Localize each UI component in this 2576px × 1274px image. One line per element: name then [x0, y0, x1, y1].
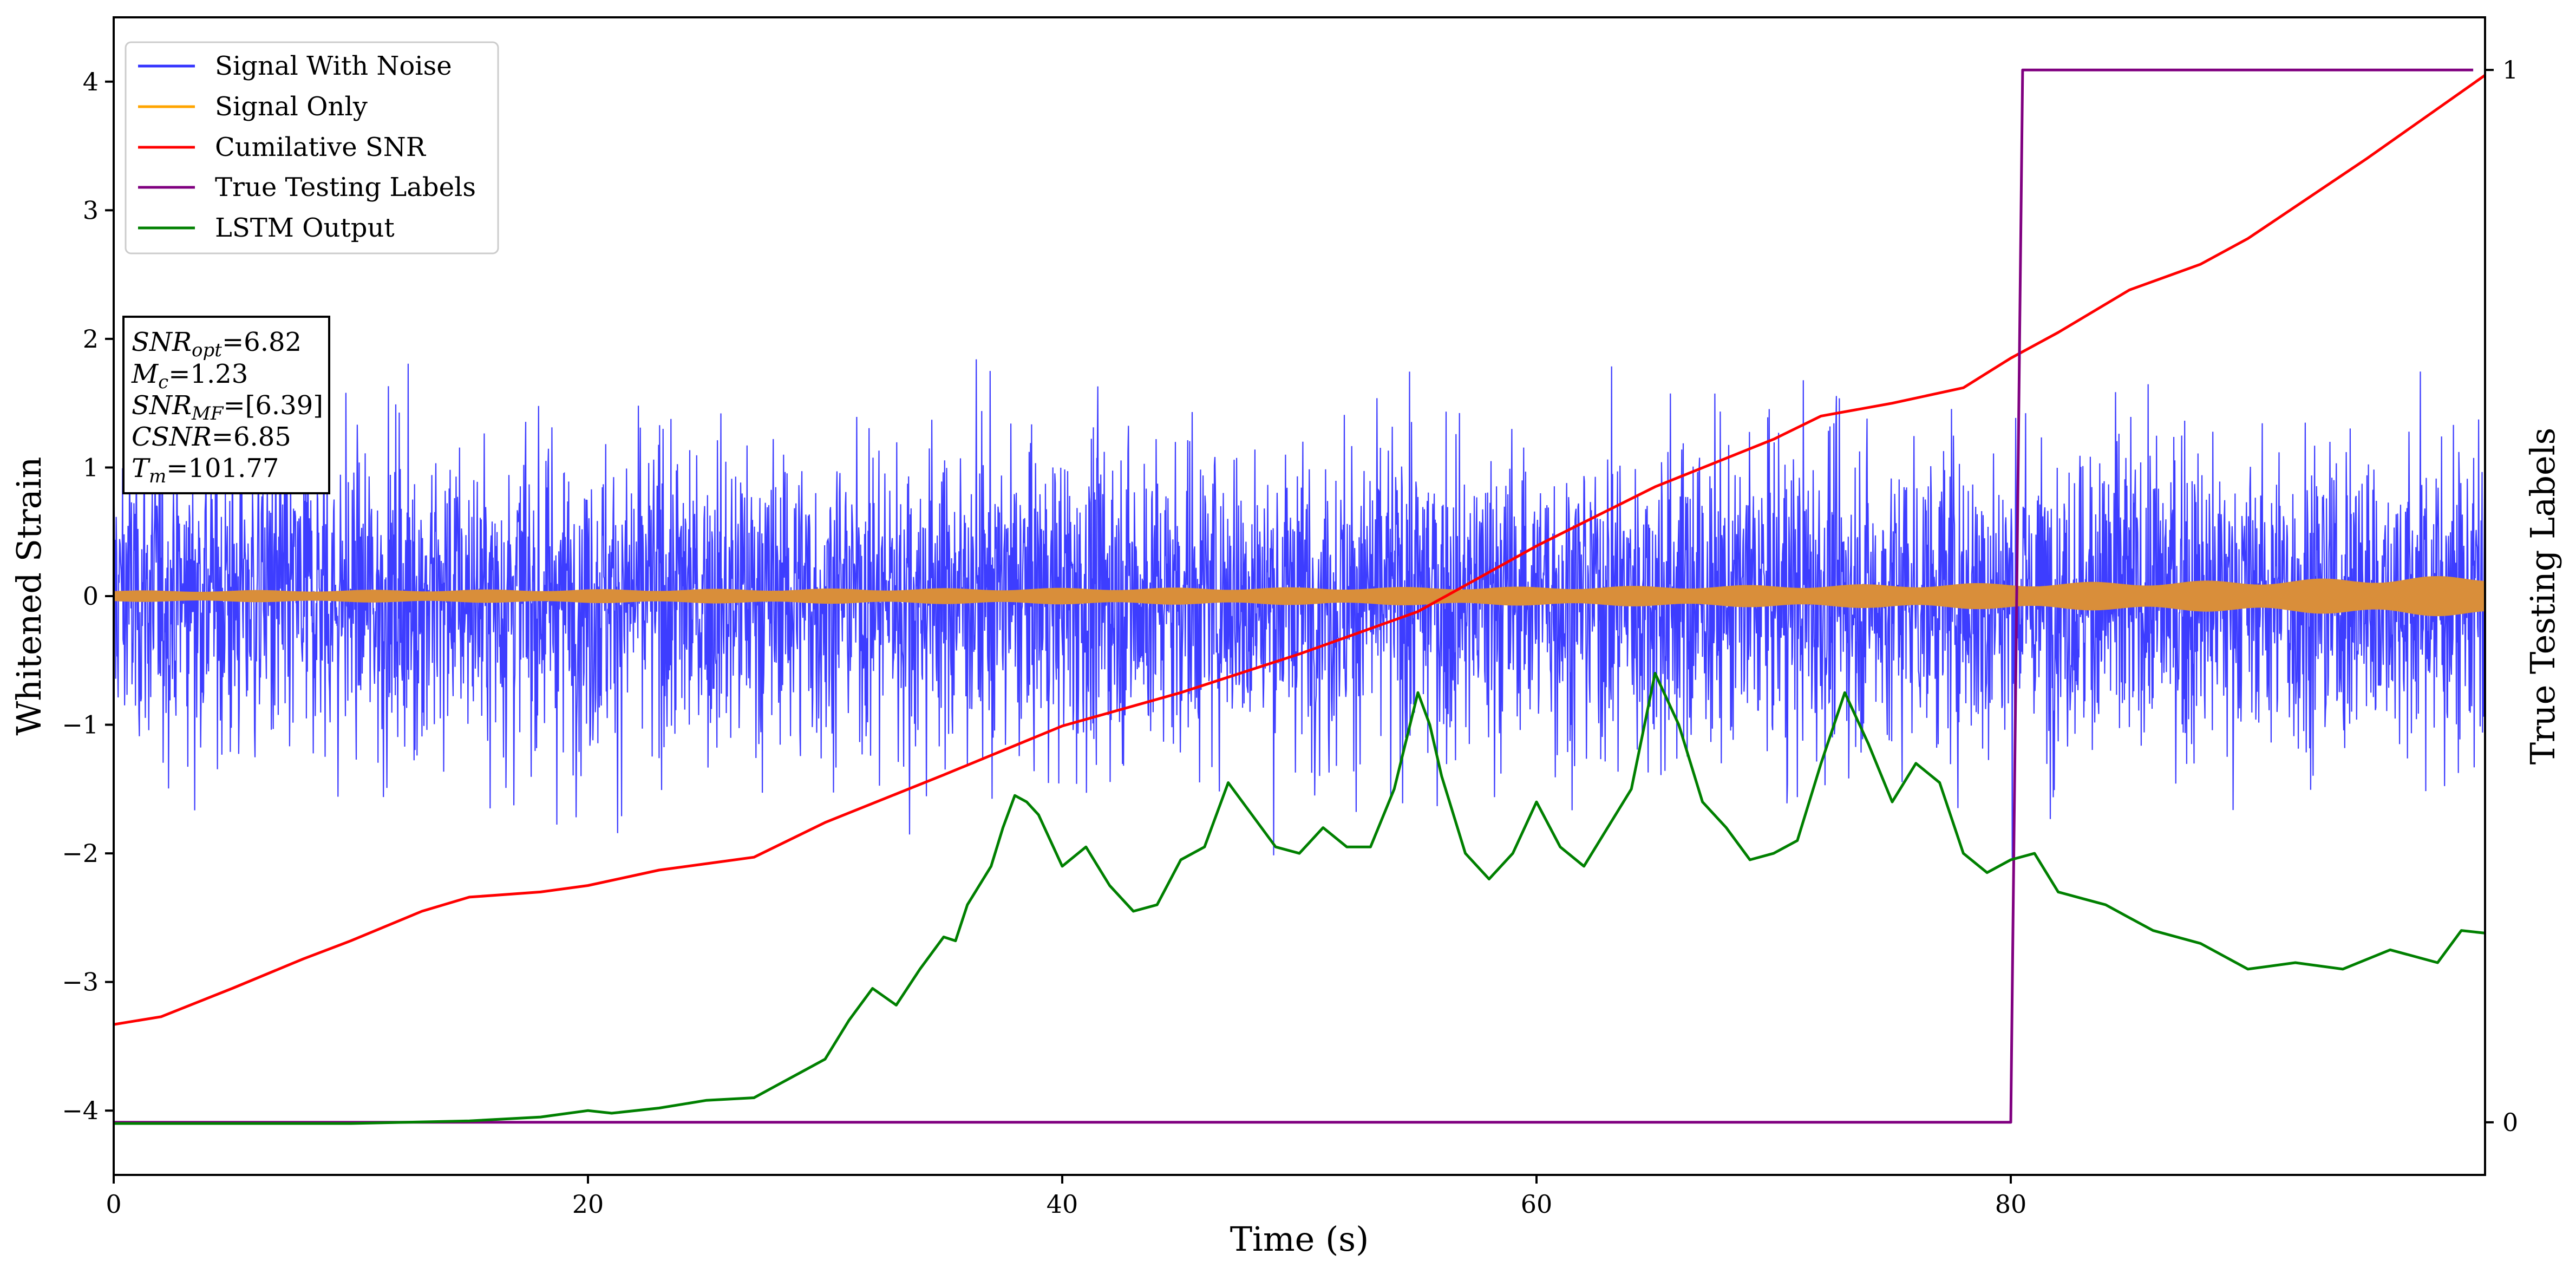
- y-tick-label-left: 2: [83, 324, 99, 354]
- series-true-testing-labels-line: [114, 68, 2474, 1124]
- legend-label: LSTM Output: [215, 213, 395, 243]
- y-tick-label-left: 4: [83, 67, 99, 96]
- info-snr-mf: SNRMF=[6.39]: [132, 390, 323, 424]
- x-tick-label: 40: [1047, 1190, 1078, 1219]
- signal-with-noise-line: [114, 359, 2485, 861]
- x-tick-label: 0: [106, 1190, 121, 1219]
- series-lstm-output-line: [114, 672, 2485, 1125]
- plot-area: [114, 68, 2485, 1125]
- y-tick-label-left: 0: [83, 582, 99, 611]
- x-axis-label: Time (s): [1230, 1219, 1369, 1259]
- legend-entry-true-testing-labels: True Testing Labels: [138, 172, 476, 202]
- legend-label: Signal With Noise: [215, 51, 452, 81]
- y-axis-label-right: True Testing Labels: [2523, 428, 2562, 765]
- legend-frame: [125, 41, 499, 254]
- y-axis-label-left: Whitened Strain: [9, 457, 49, 736]
- y-tick-label-left: −3: [62, 968, 99, 997]
- y-tick-label-left: −2: [62, 839, 99, 868]
- info-box-frame: [122, 316, 330, 494]
- series-lines: [114, 68, 2485, 1125]
- series-signal-only: [114, 576, 2485, 617]
- legend-entry-lstm-output: LSTM Output: [138, 213, 395, 243]
- legend-entry-signal-with-noise: Signal With Noise: [138, 51, 452, 81]
- legend-label: Cumilative SNR: [215, 132, 427, 162]
- y-tick-label-left: 3: [83, 195, 99, 225]
- series-signal-with-noise: [114, 359, 2485, 861]
- parameter-info-box: SNRopt=6.82 Mc=1.23 SNRMF=[6.39] CSNR=6.…: [122, 316, 330, 494]
- legend-entry-signal-only: Signal Only: [138, 92, 368, 122]
- y-tick-label-left: −1: [62, 710, 99, 740]
- info-csnr: CSNR=6.85: [132, 422, 291, 452]
- legend-entry-cumilative-snr: Cumilative SNR: [138, 132, 427, 162]
- legend-label: Signal Only: [215, 92, 368, 122]
- info-chirp-mass: Mc=1.23: [131, 359, 248, 393]
- x-tick-label: 20: [572, 1190, 604, 1219]
- x-tick-label: 80: [1995, 1190, 2027, 1219]
- y-tick-label-right: 0: [2502, 1108, 2518, 1137]
- signal-only-band: [114, 576, 2485, 617]
- legend: Signal With Noise Signal Only Cumilative…: [125, 41, 499, 254]
- y-tick-label-right: 1: [2502, 55, 2518, 84]
- x-tick-label: 60: [1521, 1190, 1553, 1219]
- legend-label: True Testing Labels: [215, 172, 476, 202]
- info-snr-opt: SNRopt=6.82: [132, 327, 302, 361]
- series-cumilative-snr-line: [114, 74, 2485, 1026]
- y-tick-label-left: −4: [62, 1096, 99, 1125]
- info-merger-time: Tm=101.77: [132, 453, 279, 487]
- y-tick-label-left: 1: [83, 453, 99, 482]
